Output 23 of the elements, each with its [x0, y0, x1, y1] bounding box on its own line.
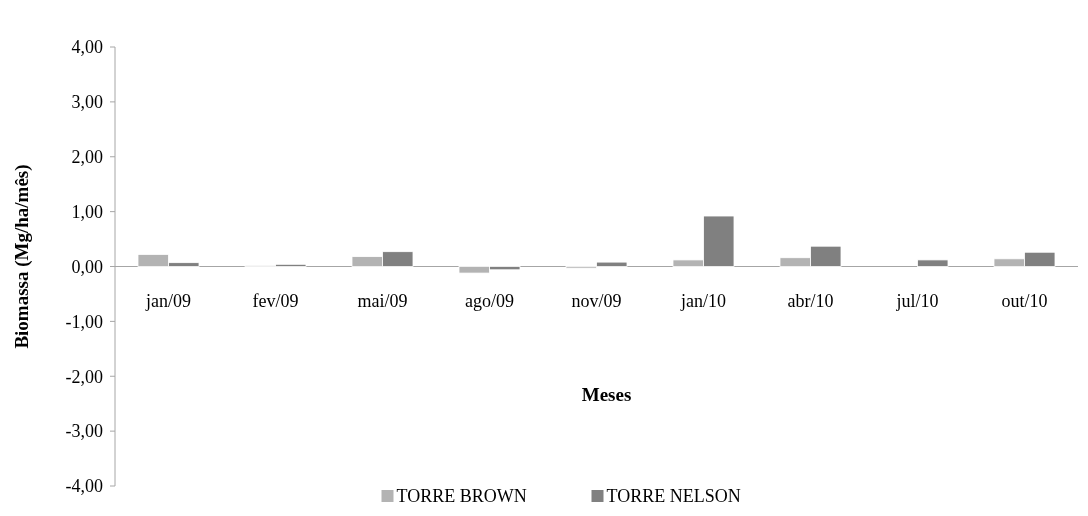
x-tick-label: jan/09	[145, 290, 191, 311]
x-tick-label: jul/10	[895, 290, 939, 311]
x-axis-title: Meses	[581, 383, 632, 405]
bar	[917, 259, 949, 267]
y-tick-label: 0,00	[71, 256, 103, 277]
x-tick-label: mai/09	[357, 290, 408, 311]
y-tick-label: -2,00	[65, 366, 103, 387]
x-tick-label: jan/10	[680, 290, 726, 311]
y-tick-label: 1,00	[71, 201, 103, 222]
legend-label: TORRE NELSON	[606, 486, 741, 507]
y-tick-label: 2,00	[71, 147, 103, 168]
x-tick-label: fev/09	[252, 290, 299, 311]
y-axis-title: Biomassa (Mg/ha/mês)	[11, 164, 33, 349]
x-tick-label: nov/09	[571, 290, 622, 311]
y-tick-label: -1,00	[65, 311, 103, 332]
x-tick-label: out/10	[1001, 290, 1048, 311]
x-tick-label: abr/10	[787, 290, 834, 311]
y-tick-label: 3,00	[71, 92, 103, 113]
x-tick-label: ago/09	[465, 290, 514, 311]
y-tick-label: 4,00	[71, 37, 103, 58]
y-tick-label: -3,00	[65, 421, 103, 442]
legend-label: TORRE BROWN	[396, 486, 527, 507]
y-tick-label: -4,00	[65, 476, 103, 497]
